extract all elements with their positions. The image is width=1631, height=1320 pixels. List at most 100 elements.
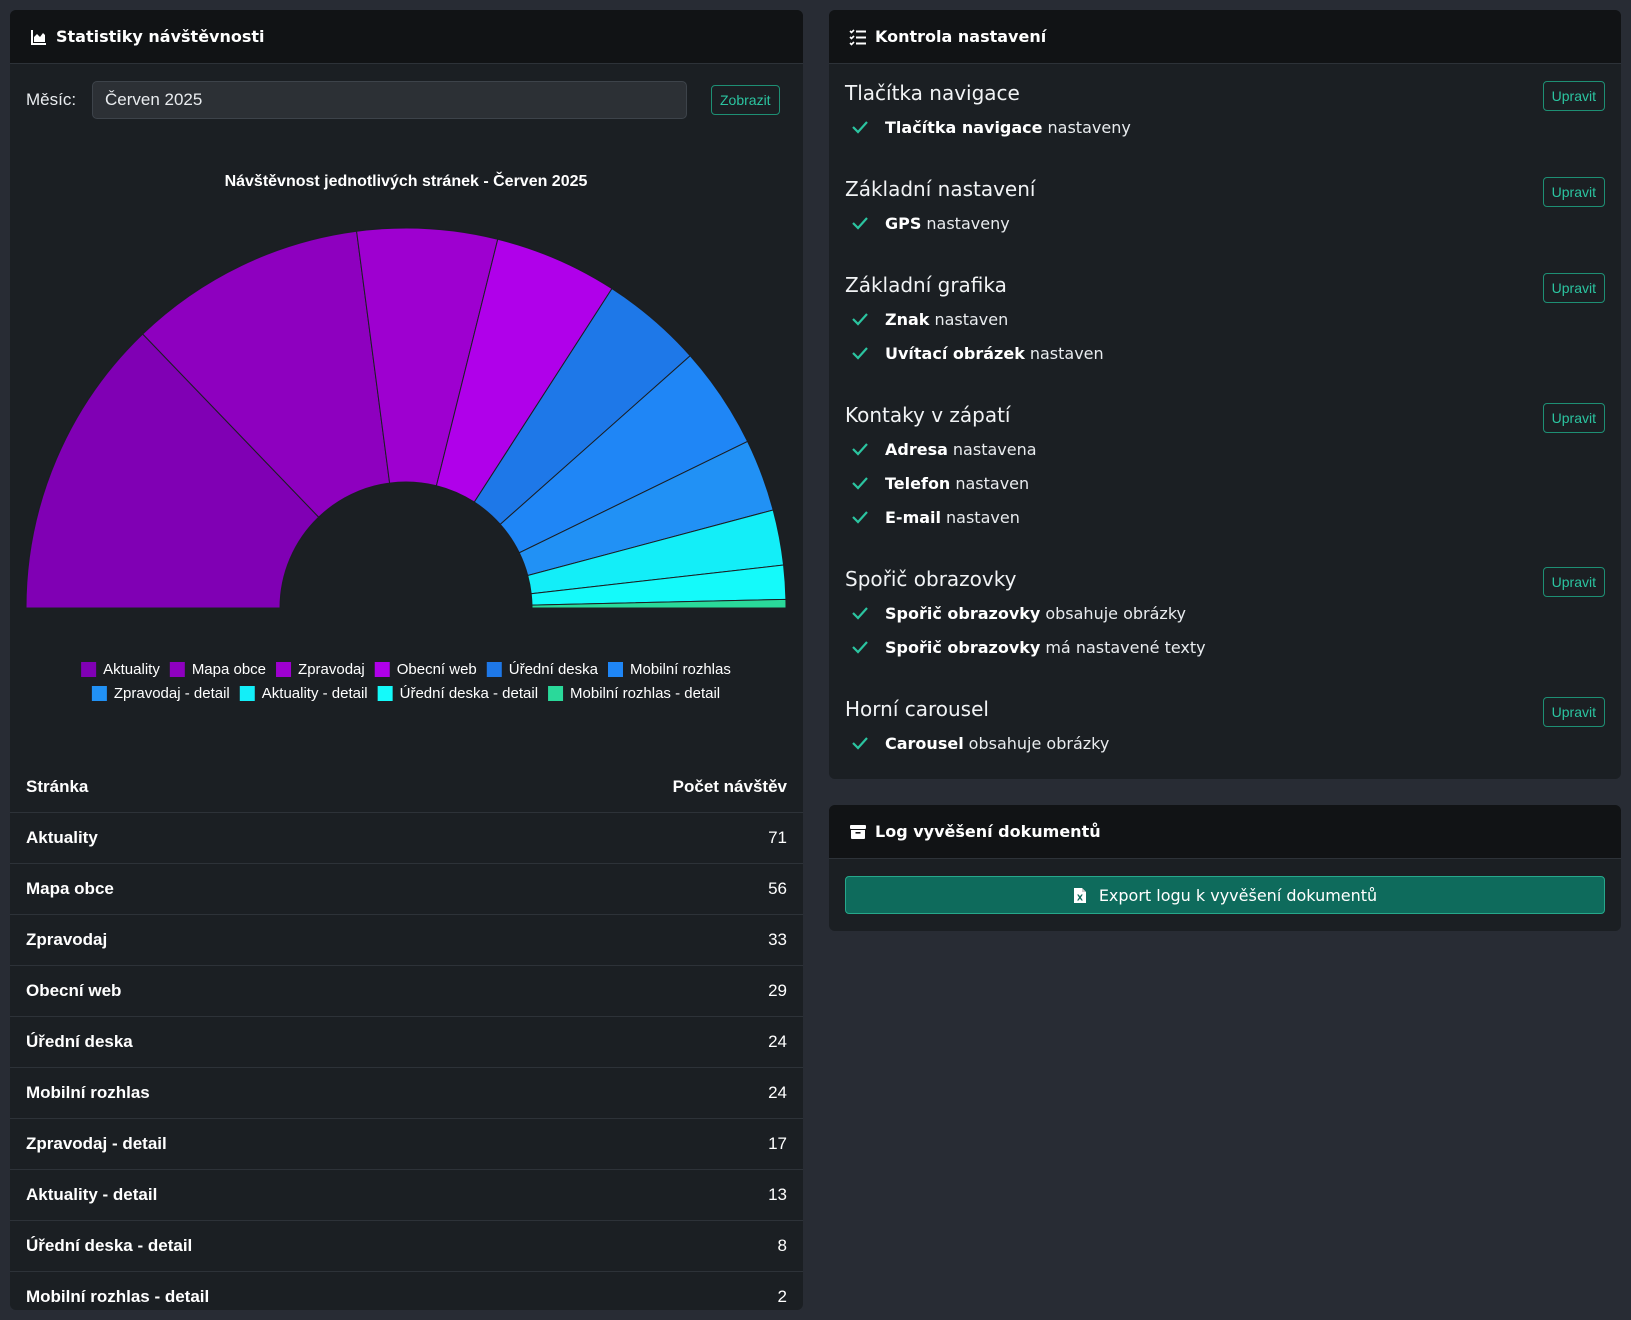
settings-title: Kontrola nastavení — [875, 27, 1047, 46]
legend-swatch — [169, 662, 185, 677]
check-item: Carousel obsahuje obrázky — [845, 726, 1605, 760]
check-icon — [851, 312, 873, 326]
col-visits: Počet návštěv — [482, 762, 803, 813]
edit-button[interactable]: Upravit — [1542, 567, 1605, 597]
month-label: Měsíc: — [26, 90, 77, 109]
check-item-subject: GPS — [885, 213, 922, 233]
edit-button[interactable]: Upravit — [1542, 403, 1605, 433]
legend-label[interactable]: Mobilní rozhlas - detail — [570, 685, 720, 702]
row-page-name: Mobilní rozhlas — [10, 1067, 483, 1119]
legend-label[interactable]: Obecní web — [397, 661, 477, 678]
legend-swatch — [91, 686, 107, 701]
check-item-status: nastaveny — [926, 213, 1010, 233]
check-icon — [851, 442, 873, 456]
edit-button[interactable]: Upravit — [1542, 177, 1605, 207]
check-item-subject: Tlačítka navigace — [885, 117, 1043, 137]
chart-title: Návštěvnost jednotlivých stránek - Červe… — [225, 171, 588, 190]
check-item-subject: Telefon — [885, 473, 951, 493]
check-icon — [851, 346, 873, 360]
check-item-subject: E-mail — [885, 507, 942, 527]
check-icon — [851, 606, 873, 620]
settings-card: Kontrola nastavení Tlačítka navigace Upra… — [829, 10, 1621, 779]
log-title: Log vyvěšení dokumentů — [875, 822, 1101, 841]
col-page: Stránka — [10, 762, 483, 813]
check-icon — [851, 120, 873, 134]
check-icon — [851, 216, 873, 230]
chart-slice[interactable] — [25, 333, 320, 609]
section-title: Horní carousel — [845, 697, 989, 721]
file-excel-icon: X — [1073, 887, 1087, 904]
stats-card-header: Statistiky návštěvnosti — [10, 10, 803, 64]
table-row: Mobilní rozhlas - detail 2 — [10, 1271, 803, 1310]
row-page-name: Úřední deska — [10, 1016, 483, 1068]
legend-label[interactable]: Aktuality - detail — [262, 685, 368, 702]
check-item-subject: Uvítací obrázek — [885, 343, 1025, 363]
edit-button[interactable]: Upravit — [1542, 81, 1605, 111]
check-item-subject: Znak — [885, 309, 930, 329]
legend-label[interactable]: Zpravodaj — [298, 661, 365, 678]
check-item-subject: Spořič obrazovky — [885, 637, 1041, 657]
legend-label[interactable]: Zpravodaj - detail — [114, 685, 230, 702]
month-filter: Měsíc: Zobrazit — [26, 81, 787, 119]
row-visit-count: 33 — [482, 914, 803, 966]
settings-section: Tlačítka navigace Upravit Tlačítka navigac… — [845, 76, 1605, 144]
row-page-name: Aktuality - detail — [10, 1169, 483, 1221]
row-visit-count: 13 — [482, 1169, 803, 1221]
section-title: Základní grafika — [845, 273, 1007, 297]
check-item-status: nastavena — [952, 439, 1037, 459]
check-item: Spořič obrazovky obsahuje obrázky — [845, 596, 1605, 630]
row-page-name: Úřední deska - detail — [10, 1220, 483, 1272]
table-row: Mobilní rozhlas 24 — [10, 1067, 803, 1119]
check-item: GPS nastaveny — [845, 206, 1605, 240]
legend-swatch — [81, 662, 97, 677]
check-icon — [851, 640, 873, 654]
settings-section: Základní grafika Upravit Znak nastaven Uvíta… — [845, 268, 1605, 370]
check-item-status: má nastavené texty — [1045, 637, 1206, 657]
edit-button[interactable]: Upravit — [1542, 273, 1605, 303]
check-item-status: obsahuje obrázky — [968, 733, 1110, 753]
check-item: Spořič obrazovky má nastavené texty — [845, 630, 1605, 664]
section-title: Základní nastavení — [845, 177, 1036, 201]
legend-label[interactable]: Úřední deska - detail — [400, 685, 538, 702]
settings-section: Kontaky v zápatí Upravit Adresa nastavena Te… — [845, 398, 1605, 534]
month-input[interactable] — [92, 81, 687, 119]
section-title: Kontaky v zápatí — [845, 403, 1011, 427]
check-item: Adresa nastavena — [845, 432, 1605, 466]
check-item-status: nastaven — [934, 309, 1009, 329]
legend-swatch — [239, 686, 255, 701]
table-header-row: Stránka Počet návštěv — [10, 762, 803, 813]
check-item-status: nastaven — [946, 507, 1020, 527]
edit-button[interactable]: Upravit — [1542, 697, 1605, 727]
row-page-name: Mobilní rozhlas - detail — [10, 1271, 483, 1310]
table-row: Aktuality 71 — [10, 812, 803, 864]
row-visit-count: 24 — [482, 1067, 803, 1119]
check-item-status: nastaven — [955, 473, 1030, 493]
row-page-name: Zpravodaj — [10, 914, 483, 966]
legend-label[interactable]: Mapa obce — [192, 661, 266, 678]
table-row: Zpravodaj 33 — [10, 914, 803, 966]
legend-label[interactable]: Úřední deska — [509, 661, 599, 678]
legend-label[interactable]: Mobilní rozhlas — [630, 661, 731, 678]
section-title: Tlačítka navigace — [845, 81, 1020, 105]
table-row: Úřední deska - detail 8 — [10, 1220, 803, 1272]
row-visit-count: 17 — [482, 1118, 803, 1170]
legend-label[interactable]: Aktuality — [103, 661, 160, 678]
chart-slice[interactable] — [531, 598, 787, 609]
row-visit-count: 56 — [482, 863, 803, 915]
row-page-name: Obecní web — [10, 965, 483, 1017]
row-page-name: Zpravodaj - detail — [10, 1118, 483, 1170]
table-row: Aktuality - detail 13 — [10, 1169, 803, 1221]
check-item-subject: Spořič obrazovky — [885, 603, 1041, 623]
table-row: Úřední deska 24 — [10, 1016, 803, 1068]
stats-card: Statistiky návštěvnosti Měsíc: Zobrazit … — [10, 10, 803, 1310]
chart-slice[interactable] — [141, 230, 391, 518]
export-log-label: Export logu k vyvěšení dokumentů — [1098, 885, 1378, 905]
check-item-subject: Adresa — [885, 439, 948, 459]
export-log-button[interactable]: X Export logu k vyvěšení dokumentů — [845, 876, 1605, 914]
log-card: Log vyvěšení dokumentů X Export logu k v… — [829, 805, 1621, 931]
svg-text:X: X — [1077, 893, 1084, 902]
chart-area-icon — [30, 28, 48, 46]
show-button[interactable]: Zobrazit — [711, 85, 780, 115]
row-page-name: Aktuality — [10, 812, 483, 864]
stats-table: Stránka Počet návštěv Aktuality 71 Mapa ob… — [10, 762, 803, 1310]
